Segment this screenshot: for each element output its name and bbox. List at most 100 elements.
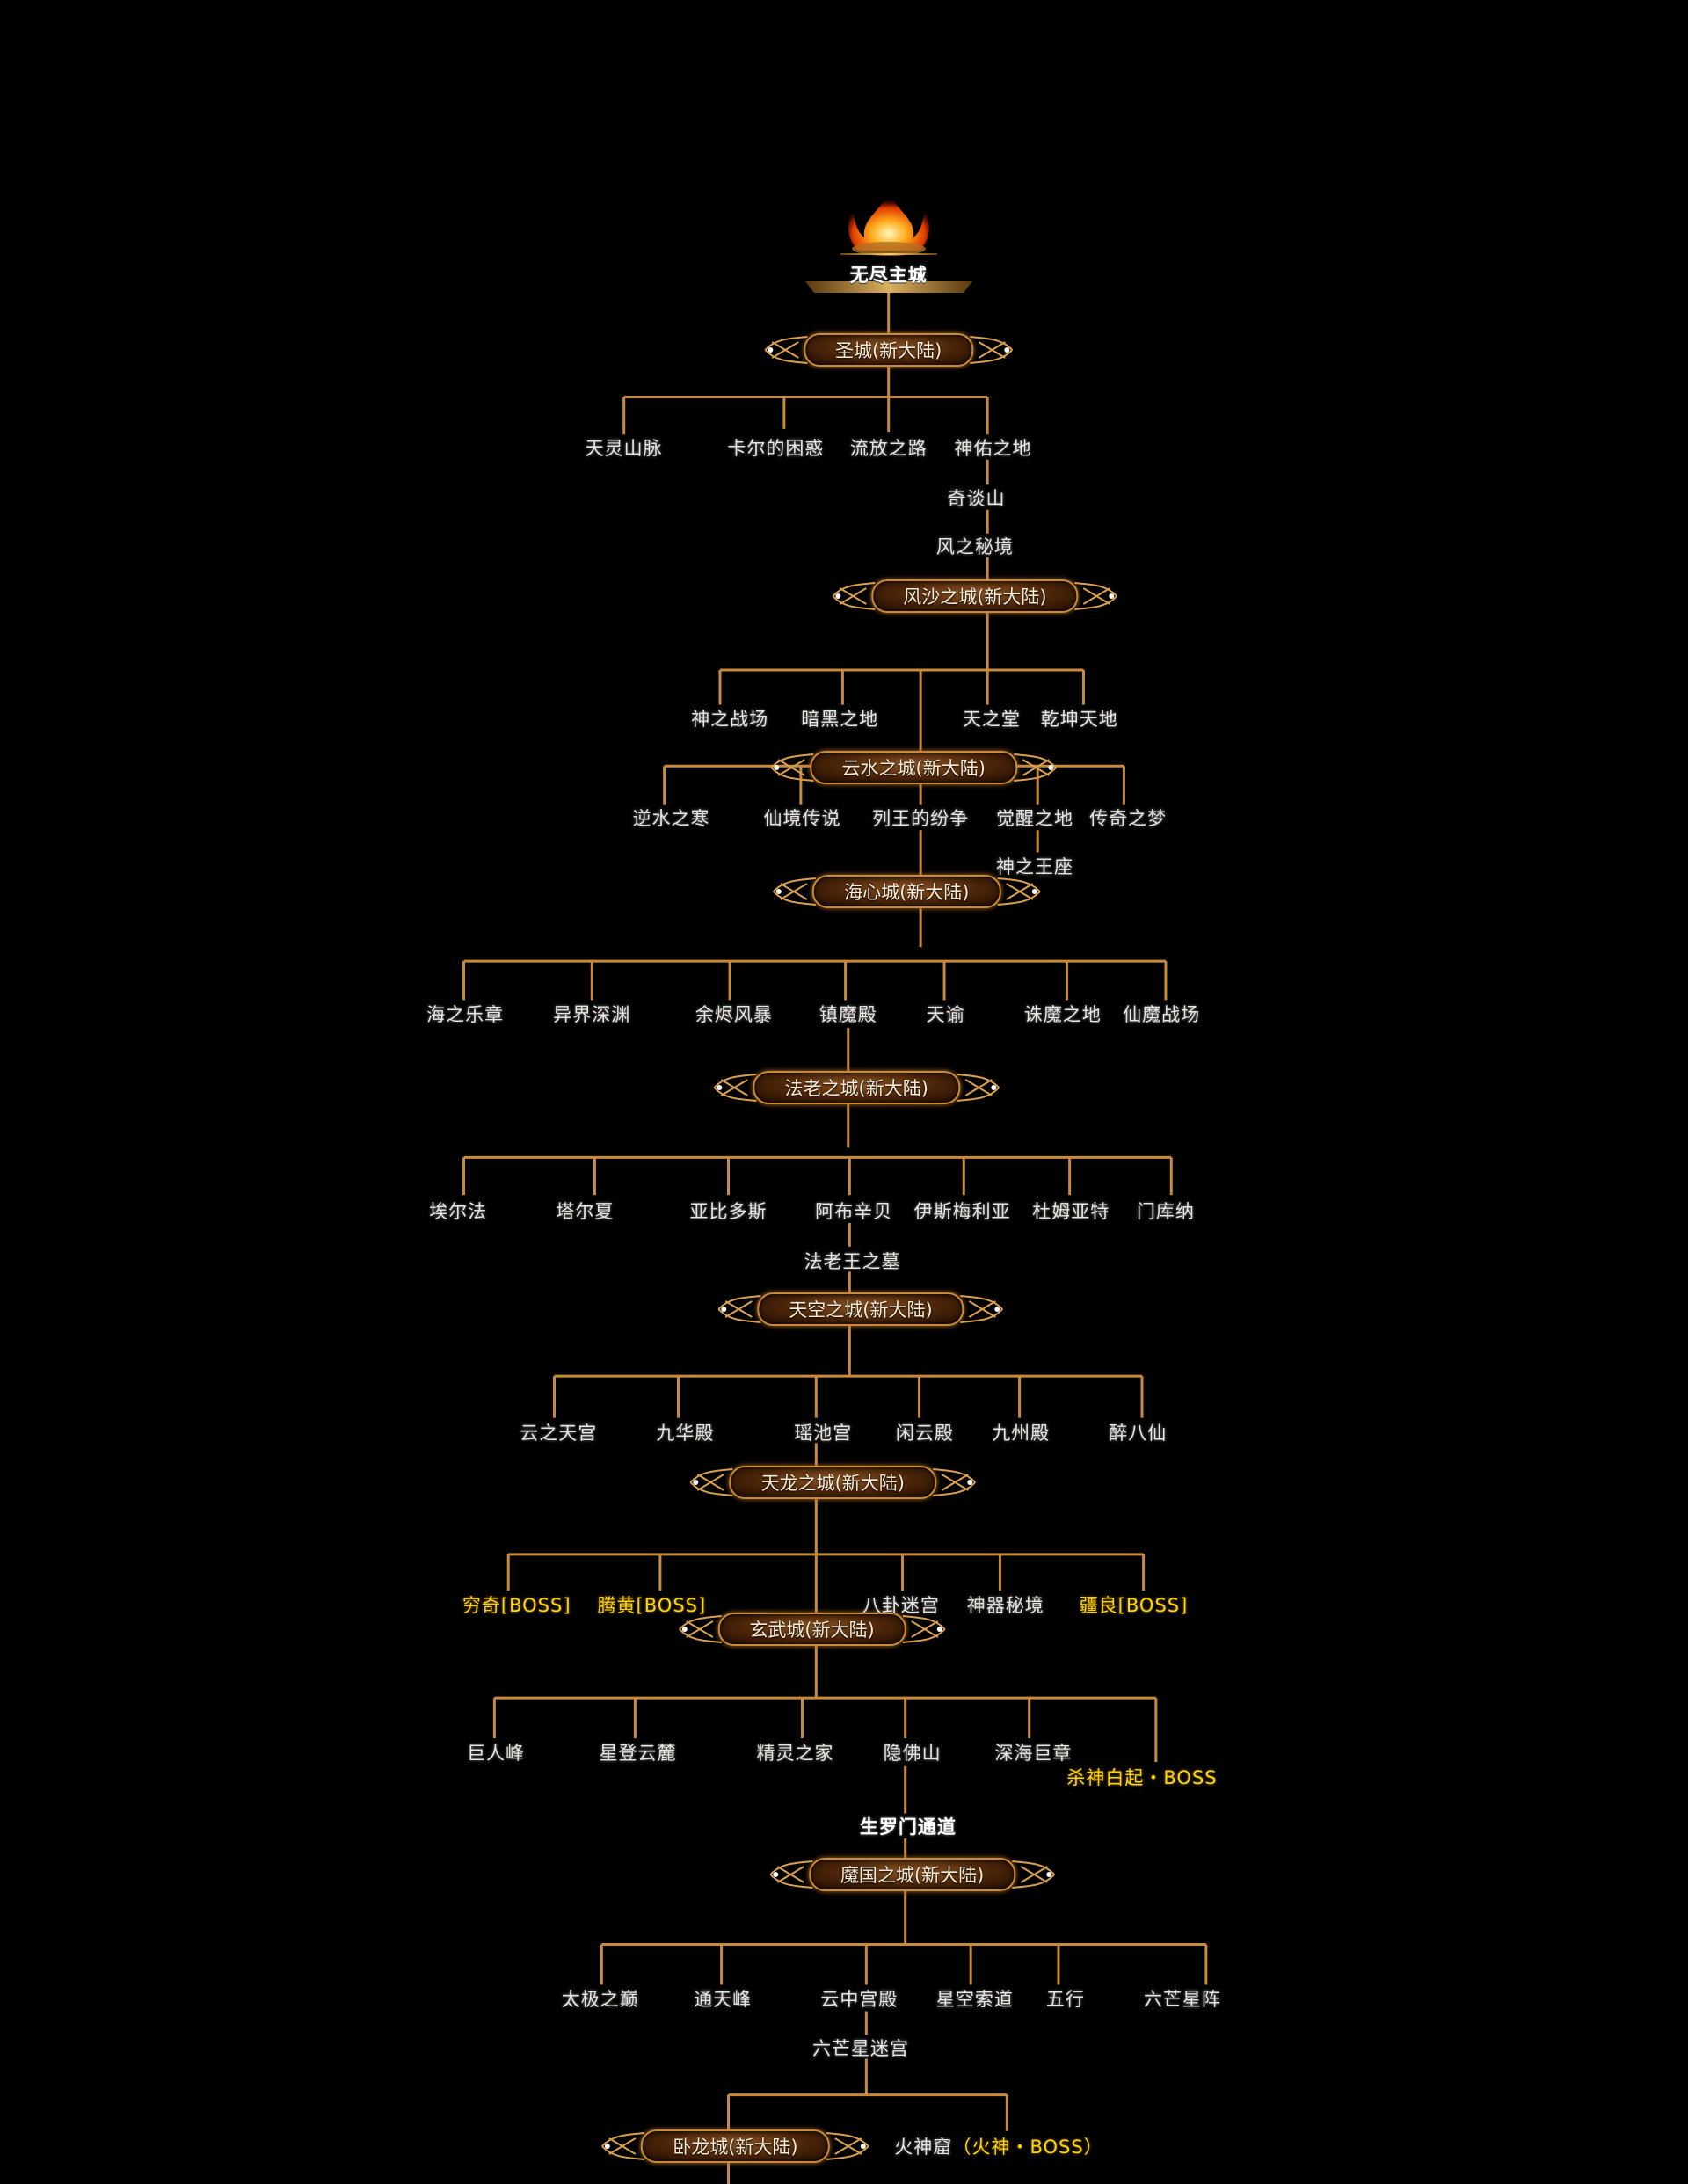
- area-label[interactable]: 余烬风暴: [695, 1004, 773, 1026]
- final-boss-label[interactable]: （火神・BOSS）: [952, 2137, 1103, 2159]
- city-name: 天空之城(新大陆): [789, 1299, 933, 1321]
- ornament-icon: [677, 1614, 723, 1644]
- area-label[interactable]: 诛魔之地: [1023, 1004, 1102, 1026]
- area-label[interactable]: 生罗门通道: [859, 1816, 957, 1838]
- boss-area-label[interactable]: 杀神白起・BOSS: [1066, 1767, 1218, 1789]
- ornament-icon: [831, 581, 877, 611]
- ornament-icon: [968, 335, 1014, 365]
- ornament-icon: [1073, 581, 1119, 611]
- area-label[interactable]: 瑶池宫: [794, 1422, 853, 1444]
- area-label[interactable]: 太极之巅: [561, 1989, 639, 2011]
- area-label[interactable]: 传奇之梦: [1089, 807, 1168, 829]
- area-label[interactable]: 深海巨章: [994, 1742, 1073, 1764]
- city-banner-shengcheng[interactable]: 圣城(新大陆): [764, 332, 1014, 367]
- ornament-icon: [600, 2131, 646, 2161]
- capital-flame-emblem-icon: [805, 193, 972, 293]
- area-label[interactable]: 精灵之家: [756, 1742, 834, 1764]
- city-name: 法老之城(新大陆): [784, 1078, 928, 1100]
- area-label[interactable]: 天灵山脉: [585, 437, 663, 459]
- city-banner-fengsha[interactable]: 风沙之城(新大陆): [832, 579, 1118, 614]
- area-label[interactable]: 门库纳: [1136, 1200, 1195, 1222]
- ornament-icon: [955, 1073, 1000, 1103]
- boss-area-label[interactable]: 疆良[BOSS]: [1079, 1594, 1189, 1616]
- ornament-icon: [901, 1614, 947, 1644]
- ornament-icon: [770, 753, 816, 783]
- area-label[interactable]: 奇谈山: [947, 487, 1006, 509]
- city-banner-wolong[interactable]: 卧龙城(新大陆): [601, 2129, 869, 2164]
- final-dungeon-label[interactable]: 火神窟: [894, 2137, 953, 2159]
- area-label[interactable]: 天谕: [926, 1004, 965, 1026]
- area-label[interactable]: 亚比多斯: [689, 1200, 768, 1222]
- area-label[interactable]: 暗黑之地: [801, 709, 879, 731]
- area-label[interactable]: 巨人峰: [466, 1742, 525, 1764]
- area-label[interactable]: 逆水之寒: [632, 807, 710, 829]
- city-banner-haixin[interactable]: 海心城(新大陆): [773, 874, 1041, 908]
- area-label[interactable]: 海之乐章: [426, 1004, 505, 1026]
- ornament-icon: [717, 1294, 762, 1324]
- area-label[interactable]: 神之战场: [691, 709, 769, 731]
- city-name: 卧龙城(新大陆): [673, 2137, 798, 2159]
- city-banner-yunshui[interactable]: 云水之城(新大陆): [770, 750, 1057, 784]
- area-label[interactable]: 伊斯梅利亚: [913, 1200, 1011, 1222]
- area-label[interactable]: 九州殿: [992, 1422, 1051, 1444]
- area-label[interactable]: 异界深渊: [553, 1004, 631, 1026]
- area-label[interactable]: 神器秘境: [966, 1594, 1044, 1616]
- area-label[interactable]: 通天峰: [694, 1989, 753, 2011]
- area-label[interactable]: 塔尔夏: [556, 1200, 615, 1222]
- area-label[interactable]: 镇魔殿: [819, 1004, 877, 1026]
- area-label[interactable]: 风之秘境: [935, 535, 1014, 557]
- area-label[interactable]: 醉八仙: [1109, 1422, 1168, 1444]
- city-banner-tianlong[interactable]: 天龙之城(新大陆): [689, 1465, 976, 1499]
- area-label[interactable]: 八卦迷宫: [862, 1594, 940, 1616]
- area-label[interactable]: 埃尔法: [429, 1200, 488, 1222]
- area-label[interactable]: 六芒星迷宫: [812, 2037, 909, 2059]
- city-name: 圣城(新大陆): [834, 339, 942, 361]
- city-name: 天龙之城(新大陆): [760, 1472, 906, 1494]
- area-label[interactable]: 杜姆亚特: [1032, 1200, 1110, 1222]
- area-label[interactable]: 云中宫殿: [820, 1989, 899, 2011]
- city-banner-moguo[interactable]: 魔国之城(新大陆): [769, 1858, 1056, 1892]
- area-label[interactable]: 云之天宫: [520, 1422, 598, 1444]
- ornament-icon: [995, 877, 1041, 906]
- area-label[interactable]: 六芒星阵: [1143, 1989, 1221, 2011]
- city-name: 魔国之城(新大陆): [840, 1865, 985, 1887]
- area-label[interactable]: 乾坤天地: [1040, 709, 1118, 731]
- capital-city-label[interactable]: 无尽主城: [849, 265, 928, 287]
- ornament-icon: [959, 1294, 1005, 1324]
- area-label[interactable]: 阿布辛贝: [815, 1200, 893, 1222]
- area-label[interactable]: 神佑之地: [954, 437, 1032, 459]
- city-banner-tiankong[interactable]: 天空之城(新大陆): [717, 1292, 1004, 1327]
- area-label[interactable]: 神之王座: [996, 856, 1074, 878]
- area-label[interactable]: 闲云殿: [895, 1422, 954, 1444]
- city-name: 海心城(新大陆): [844, 881, 970, 903]
- area-label[interactable]: 卡尔的困惑: [727, 437, 825, 459]
- ornament-icon: [768, 1860, 814, 1889]
- city-name: 云水之城(新大陆): [841, 757, 986, 779]
- ornament-icon: [772, 877, 818, 906]
- ornament-icon: [1012, 753, 1058, 783]
- city-name: 玄武城(新大陆): [749, 1620, 875, 1642]
- area-label[interactable]: 列王的纷争: [872, 807, 970, 829]
- ornament-icon: [689, 1467, 735, 1497]
- city-banner-xuanwu[interactable]: 玄武城(新大陆): [678, 1613, 946, 1647]
- area-label[interactable]: 九华殿: [656, 1422, 715, 1444]
- boss-area-label[interactable]: 腾黄[BOSS]: [597, 1594, 707, 1616]
- ornament-icon: [931, 1467, 977, 1497]
- area-label[interactable]: 天之堂: [962, 709, 1021, 731]
- ornament-icon: [1010, 1860, 1056, 1889]
- area-label[interactable]: 觉醒之地: [996, 807, 1074, 829]
- area-label[interactable]: 法老王之墓: [804, 1250, 901, 1272]
- area-label[interactable]: 流放之路: [849, 437, 928, 459]
- area-label[interactable]: 五行: [1045, 1989, 1085, 2011]
- boss-area-label[interactable]: 穷奇[BOSS]: [462, 1594, 571, 1616]
- ornament-icon: [763, 335, 809, 365]
- city-banner-falao[interactable]: 法老之城(新大陆): [713, 1071, 1000, 1105]
- ornament-icon: [825, 2131, 870, 2161]
- area-label[interactable]: 星登云麓: [599, 1742, 677, 1764]
- area-label[interactable]: 隐佛山: [883, 1742, 942, 1764]
- area-label[interactable]: 仙魔战场: [1123, 1004, 1201, 1026]
- city-name: 风沙之城(新大陆): [903, 586, 1047, 608]
- area-label[interactable]: 星空索道: [935, 1989, 1014, 2011]
- area-label[interactable]: 仙境传说: [763, 807, 841, 829]
